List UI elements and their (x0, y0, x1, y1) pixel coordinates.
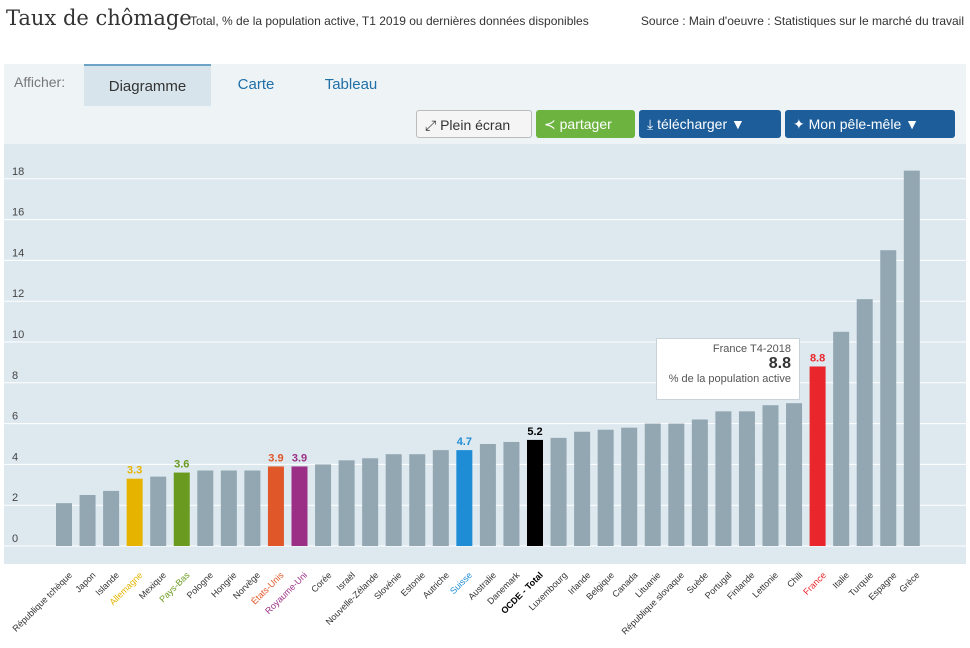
chart-subtitle: Total, % de la population active, T1 201… (190, 14, 589, 28)
plein-ecran-button[interactable]: ⤢ Plein écran (416, 110, 532, 138)
bar[interactable] (456, 450, 473, 546)
bar[interactable] (809, 366, 826, 546)
bar[interactable] (173, 472, 190, 546)
x-tick-label: République tchèque (10, 570, 75, 634)
tooltip-unit: % de la population active (668, 373, 791, 385)
y-tick-label: 10 (12, 329, 24, 341)
data-label: 4.7 (457, 436, 472, 448)
bar[interactable] (644, 423, 661, 546)
bar[interactable] (291, 466, 308, 546)
data-label: 5.2 (527, 426, 542, 438)
source-text: Source : Main d'oeuvre : Statistiques su… (640, 14, 964, 28)
bar-chart: 0 2 4 6 8 10 12 14 16 18 3.3 3.6 3.9 3.9 4.7 5.2 8.8 (4, 166, 966, 547)
fullscreen-icon: ⤢ (425, 117, 437, 133)
y-tick-label: 8 (12, 370, 18, 382)
bar[interactable] (432, 450, 449, 546)
y-tick-label: 6 (12, 411, 18, 423)
bar[interactable] (527, 439, 543, 546)
bar[interactable] (833, 331, 850, 546)
tooltip: France T4-2018 8.8 % de la population ac… (656, 338, 800, 400)
bar[interactable] (197, 470, 214, 546)
bar[interactable] (668, 423, 685, 546)
bar[interactable] (126, 478, 143, 546)
afficher-label: Afficher: (14, 74, 66, 90)
x-tick-label: Grèce (897, 570, 922, 595)
y-tick-label: 0 (12, 533, 18, 545)
chart-area: 0 2 4 6 8 10 12 14 16 18 3.3 3.6 3.9 3.9 4.7 5.2 8.8 (4, 144, 966, 564)
data-label: 3.3 (127, 465, 142, 477)
y-tick-label: 14 (12, 247, 24, 259)
data-label: 3.6 (174, 459, 189, 471)
bar[interactable] (103, 490, 120, 546)
bar[interactable] (762, 405, 779, 546)
bar[interactable] (267, 466, 284, 546)
bar[interactable] (786, 403, 803, 546)
header: Taux de chômage Total, % de la populatio… (0, 0, 970, 40)
share-icon: ≺ (544, 116, 556, 132)
bar[interactable] (338, 460, 355, 546)
bar[interactable] (738, 411, 755, 546)
bar[interactable] (715, 411, 732, 546)
bar[interactable] (315, 464, 332, 546)
toolbar: Afficher: Diagramme Carte Tableau ⤢ Plei… (4, 64, 966, 144)
data-label: 3.9 (268, 452, 283, 464)
tooltip-value: 8.8 (768, 355, 791, 372)
bar[interactable] (621, 427, 638, 546)
bar[interactable] (574, 431, 591, 546)
y-tick-label: 12 (12, 288, 24, 300)
bar[interactable] (56, 503, 72, 546)
bar[interactable] (362, 458, 379, 546)
telecharger-button[interactable]: ⤓ télécharger ▼ (639, 110, 781, 138)
bar[interactable] (244, 470, 261, 546)
y-tick-label: 2 (12, 492, 18, 504)
bar[interactable] (503, 441, 520, 546)
bar[interactable] (550, 437, 567, 546)
telecharger-label: télécharger ▼ (657, 116, 745, 132)
y-tick-label: 16 (12, 207, 24, 219)
tooltip-title: France T4-2018 (712, 343, 791, 355)
bar[interactable] (150, 476, 167, 546)
partager-label: partager (559, 116, 612, 132)
pele-mele-button[interactable]: ✦ Mon pêle-mêle ▼ (785, 110, 955, 138)
bar[interactable] (880, 250, 897, 546)
x-tick-label: Corée (308, 570, 334, 595)
tab-diagramme[interactable]: Diagramme (84, 64, 211, 106)
pele-mele-label: Mon pêle-mêle ▼ (808, 116, 919, 132)
x-tick-label: France (800, 570, 828, 597)
bar[interactable] (385, 454, 402, 546)
pin-icon: ✦ (793, 116, 805, 132)
tab-carte[interactable]: Carte (237, 76, 275, 93)
data-label: 8.8 (810, 352, 825, 364)
tab-tableau[interactable]: Tableau (324, 76, 378, 93)
y-tick-label: 18 (12, 166, 24, 178)
plein-ecran-label: Plein écran (440, 117, 511, 133)
x-tick-label: Chili (784, 570, 805, 590)
x-tick-label: Italie (830, 570, 852, 591)
bar[interactable] (903, 170, 920, 546)
data-label: 3.9 (292, 452, 307, 464)
y-tick-label: 4 (12, 451, 18, 463)
x-axis-labels: République tchèque Japon Islande Allemagne M… (0, 564, 970, 648)
x-tick-label: Lettonie (750, 570, 781, 600)
download-icon: ⤓ (647, 116, 654, 132)
partager-button[interactable]: ≺ partager (536, 110, 635, 138)
bar[interactable] (409, 454, 426, 546)
bar[interactable] (856, 299, 873, 546)
bar[interactable] (79, 495, 96, 546)
bar[interactable] (597, 429, 614, 546)
bar[interactable] (220, 470, 237, 546)
chart-title: Taux de chômage (6, 6, 192, 30)
bar[interactable] (691, 419, 708, 546)
bar[interactable] (479, 444, 496, 546)
